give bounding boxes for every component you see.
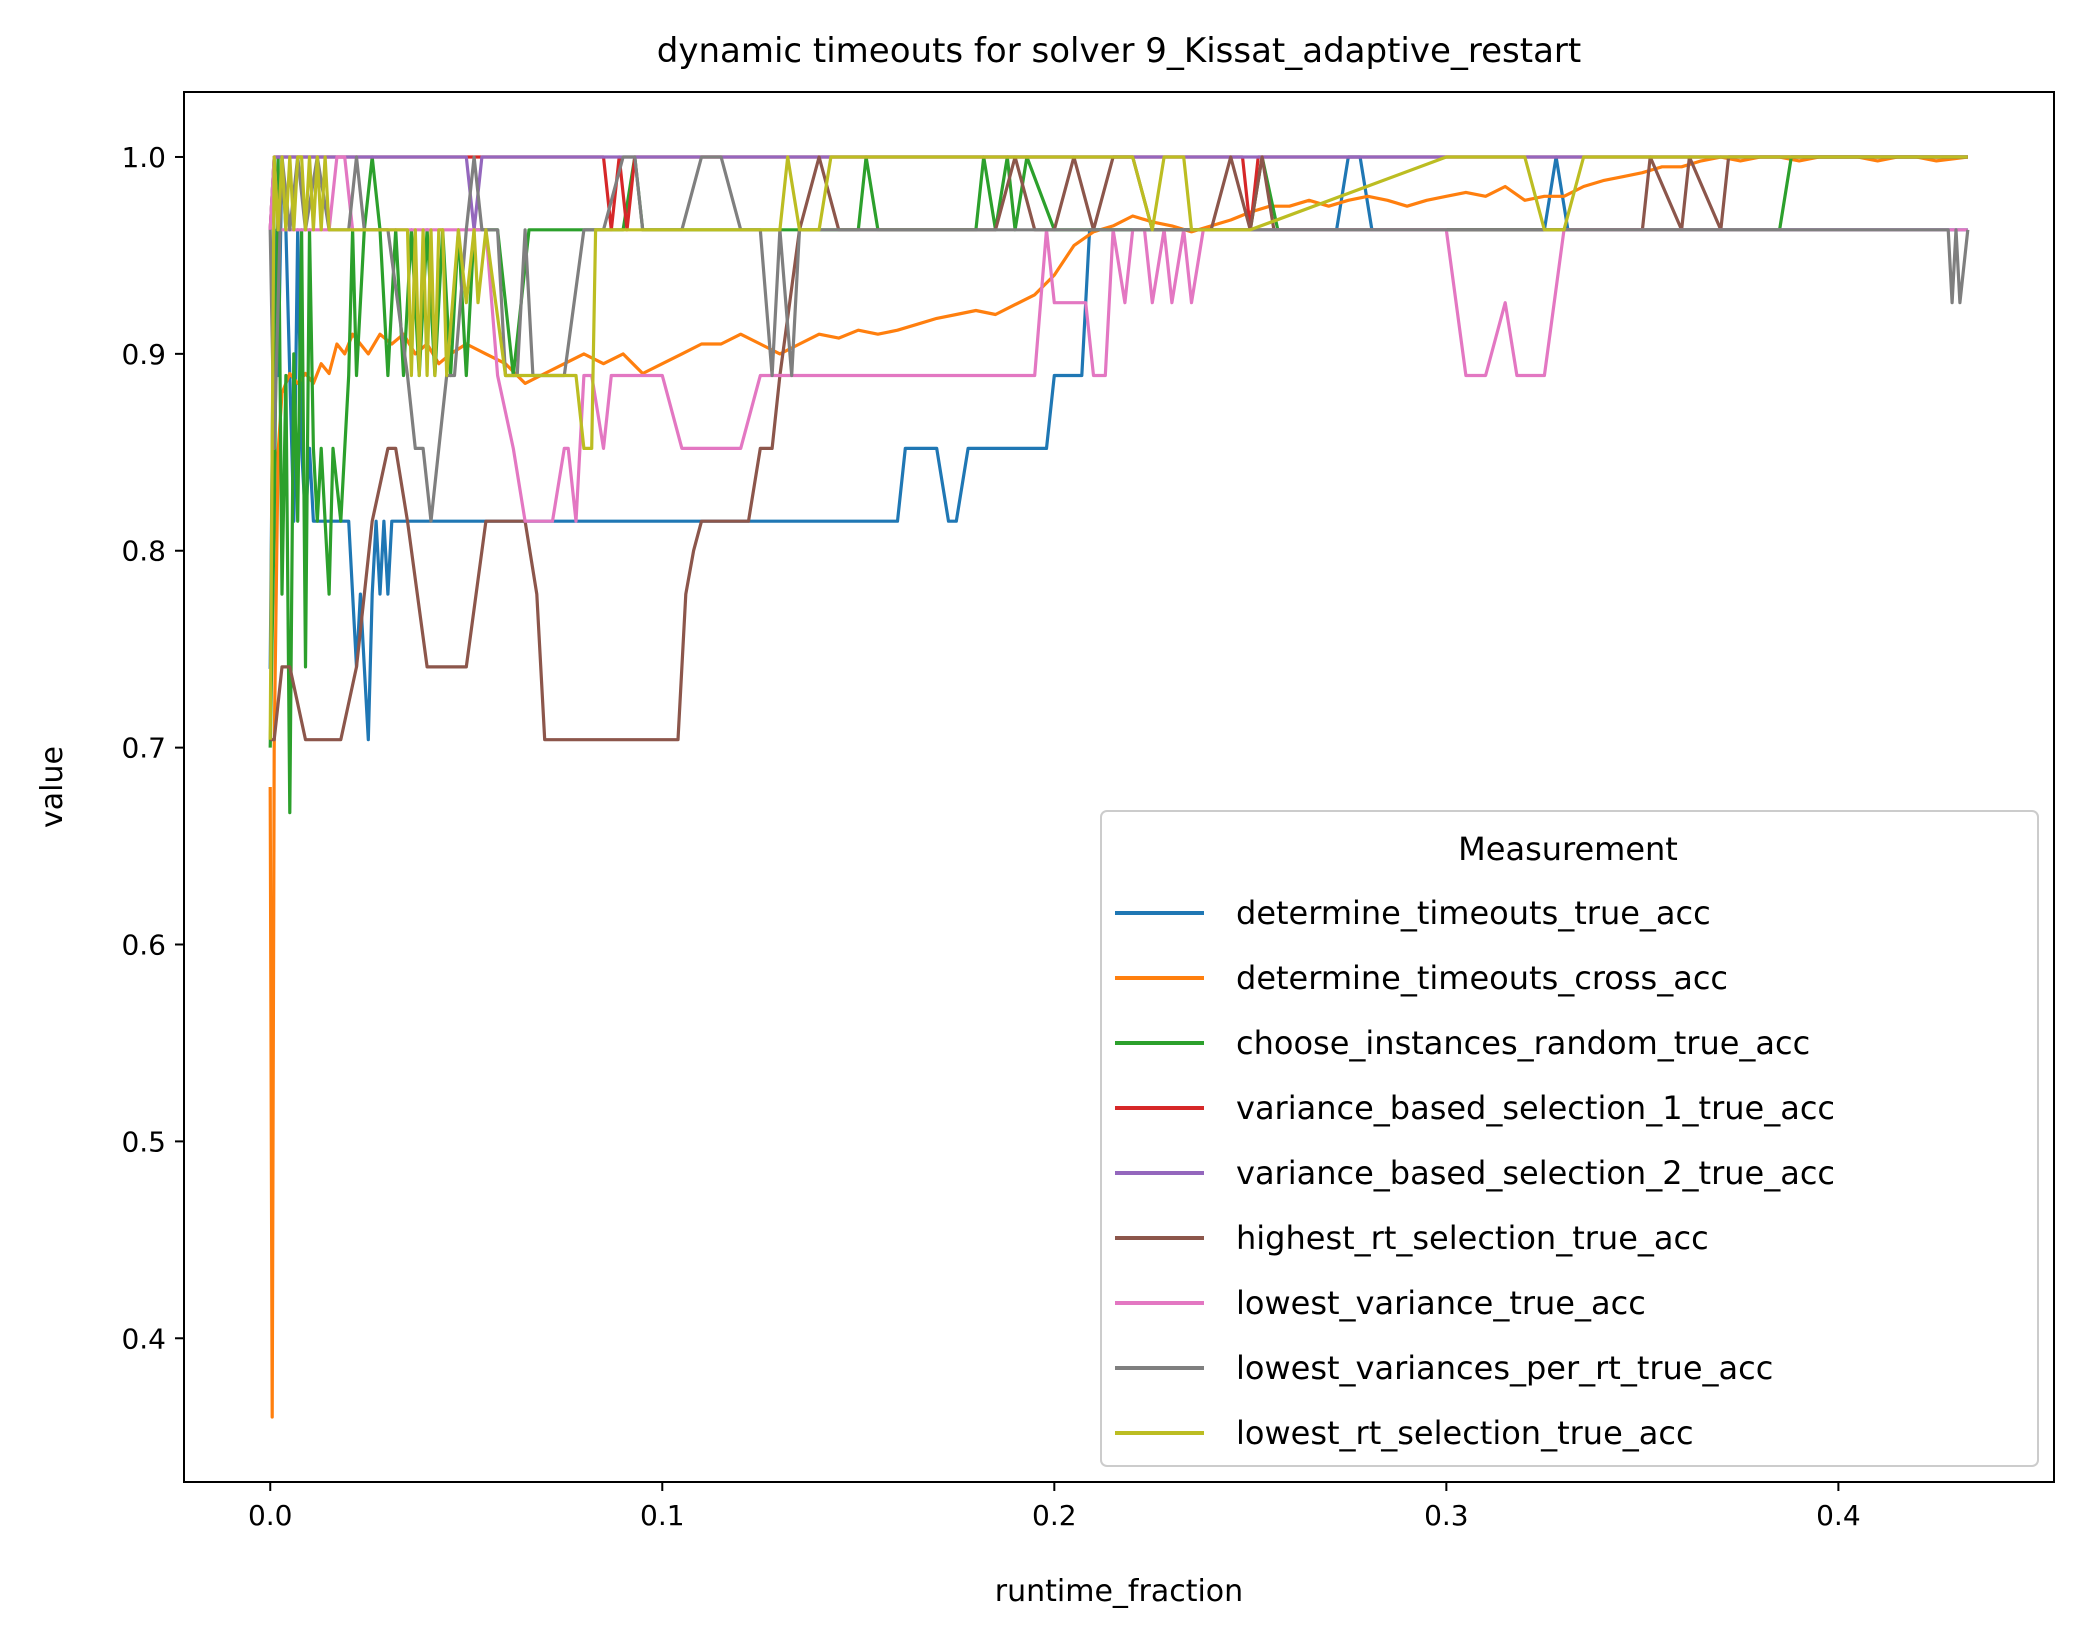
- x-tick-label: 0.2: [1032, 1499, 1077, 1532]
- series-line-6: [270, 155, 1968, 742]
- x-axis-label: runtime_fraction: [995, 1574, 1243, 1609]
- x-tick-label: 0.3: [1424, 1499, 1469, 1532]
- legend-label: lowest_rt_selection_true_acc: [1236, 1414, 1694, 1452]
- chart-title: dynamic timeouts for solver 9_Kissat_ada…: [657, 31, 1581, 71]
- legend: Measurement determine_timeouts_true_accd…: [1100, 810, 2039, 1467]
- y-axis-label: value: [35, 746, 70, 828]
- y-tick-label: 0.7: [121, 732, 166, 765]
- legend-label: lowest_variance_true_acc: [1236, 1284, 1646, 1322]
- legend-label: lowest_variances_per_rt_true_acc: [1236, 1349, 1773, 1387]
- legend-label: choose_instances_random_true_acc: [1236, 1024, 1810, 1062]
- legend-label: variance_based_selection_1_true_acc: [1236, 1089, 1835, 1127]
- series-line-9: [268, 155, 1968, 740]
- y-tick-label: 0.5: [121, 1125, 166, 1158]
- legend-title: Measurement: [1458, 830, 1678, 868]
- y-tick-label: 1.0: [121, 141, 166, 174]
- y-tick-label: 0.8: [121, 535, 166, 568]
- x-axis: 0.0 0.1 0.2 0.3 0.4: [248, 1482, 1861, 1532]
- y-tick-label: 0.9: [121, 338, 166, 371]
- legend-label: determine_timeouts_cross_acc: [1236, 959, 1728, 997]
- series-layer: [268, 155, 1970, 1419]
- y-tick-label: 0.6: [121, 929, 166, 962]
- plot-frame: [183, 91, 2055, 1483]
- x-tick-label: 0.4: [1816, 1499, 1861, 1532]
- legend-label: highest_rt_selection_true_acc: [1236, 1219, 1709, 1257]
- legend-label: determine_timeouts_true_acc: [1236, 894, 1711, 932]
- series-line-7: [268, 155, 1968, 523]
- legend-box: [1100, 810, 2039, 1467]
- x-tick-label: 0.0: [248, 1499, 293, 1532]
- y-axis: 0.4 0.5 0.6 0.7 0.8 0.9 1.0: [121, 141, 184, 1355]
- y-tick-label: 0.4: [121, 1322, 166, 1355]
- legend-label: variance_based_selection_2_true_acc: [1236, 1154, 1835, 1192]
- x-tick-label: 0.1: [640, 1499, 685, 1532]
